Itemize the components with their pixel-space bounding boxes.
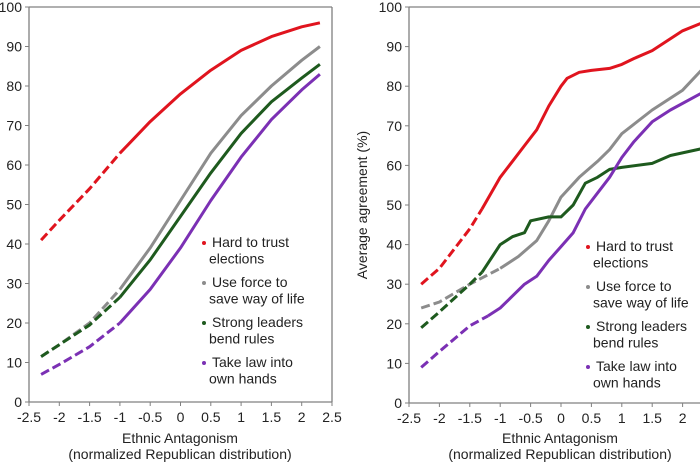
series-line-1-sparse [39, 152, 122, 242]
legend-label: Take law into [212, 354, 293, 370]
y-tick-label: 40 [6, 236, 22, 252]
series-line-4 [118, 73, 321, 325]
y-tick-label: 40 [386, 237, 402, 253]
legend-marker [202, 281, 206, 285]
x-axis-title: Ethnic Antagonism [502, 430, 618, 446]
legend-label: save way of life [593, 295, 689, 311]
x-tick-label: -2 [53, 409, 66, 425]
series-line-4 [487, 92, 700, 318]
y-tick-label: 90 [386, 39, 402, 55]
legend-marker [586, 285, 590, 289]
x-tick-label: -0.5 [138, 409, 162, 425]
y-tick-label: 50 [6, 197, 22, 213]
y-tick-label: 20 [386, 316, 402, 332]
y-tick-label: 30 [386, 276, 402, 292]
legend-label: Strong leaders [212, 314, 303, 330]
legend-marker [586, 365, 590, 369]
x-tick-label: 1.5 [642, 410, 662, 426]
y-tick-label: 10 [386, 355, 402, 371]
series-line-2 [499, 69, 700, 270]
x-tick-label: -2.5 [17, 409, 41, 425]
series-line-2-sparse [40, 288, 122, 358]
x-tick-label: 1 [618, 410, 626, 426]
y-tick-label: 30 [6, 276, 22, 292]
y-tick-label: 80 [386, 78, 402, 94]
legend-label: Strong leaders [596, 318, 687, 334]
y-tick-label: 70 [6, 118, 22, 134]
x-tick-label: 0.5 [582, 410, 602, 426]
series-line-1 [118, 21, 321, 155]
legend-label: elections [209, 251, 264, 267]
x-axis-title: (normalized Republican distribution) [448, 446, 671, 462]
x-tick-label: -1 [114, 409, 127, 425]
x-tick-label: 0 [177, 409, 185, 425]
x-tick-label: 2 [679, 410, 687, 426]
series-line-3 [118, 63, 321, 299]
legend-label: Take law into [596, 358, 677, 374]
legend-label: bend rules [209, 331, 274, 347]
series-line-3-sparse [40, 296, 121, 358]
legend-label: own hands [209, 371, 277, 387]
y-tick-label: 50 [386, 197, 402, 213]
series-line-4-sparse [420, 314, 489, 369]
legend-marker [586, 325, 590, 329]
y-tick-label: 0 [14, 394, 22, 410]
x-tick-label: -1.5 [458, 410, 482, 426]
x-tick-label: 0.5 [201, 409, 221, 425]
x-tick-label: -1 [494, 410, 507, 426]
y-tick-label: 10 [6, 355, 22, 371]
x-tick-label: -0.5 [519, 410, 543, 426]
x-tick-label: 0 [557, 410, 565, 426]
x-tick-label: -2.5 [397, 410, 421, 426]
legend-label: save way of life [209, 291, 305, 307]
x-tick-label: 1.5 [262, 409, 282, 425]
y-tick-label: 80 [6, 78, 22, 94]
y-tick-label: 90 [6, 39, 22, 55]
x-tick-label: -1.5 [78, 409, 102, 425]
y-tick-label: 60 [386, 157, 402, 173]
x-axis-title: Ethnic Antagonism [122, 430, 238, 446]
y-tick-label: 60 [6, 157, 22, 173]
legend-marker [202, 241, 206, 245]
y-tick-label: 100 [379, 0, 403, 15]
x-axis-title: (normalized Republican distribution) [68, 446, 291, 462]
legend-label: Hard to trust [596, 238, 673, 254]
x-tick-label: -2 [433, 410, 446, 426]
legend-label: Use force to [596, 278, 672, 294]
y-axis-title: Average agreement (%) [354, 131, 370, 279]
series-line-2-sparse [420, 267, 501, 310]
legend-marker [202, 361, 206, 365]
legend-label: bend rules [593, 335, 658, 351]
x-tick-label: 2 [298, 409, 306, 425]
y-tick-label: 100 [0, 0, 22, 15]
series-line-3-sparse [420, 271, 484, 329]
x-tick-label: 1 [237, 409, 245, 425]
y-tick-label: 20 [6, 315, 22, 331]
series-line-1 [480, 22, 700, 210]
legend-label: Hard to trust [212, 234, 289, 250]
legend-label: own hands [593, 375, 661, 391]
y-tick-label: 70 [386, 118, 402, 134]
legend-marker [586, 245, 590, 249]
y-tick-label: 0 [394, 395, 402, 411]
legend-marker [202, 321, 206, 325]
series-line-3 [480, 147, 700, 274]
x-tick-label: 2.5 [322, 409, 342, 425]
series-line-1-sparse [420, 208, 484, 286]
chart-panel-2: 0 10 20 30 40 50 60 70 80 90 100 -2.5 -2 -1.5 -1 -0.5 0 0… [354, 0, 700, 462]
legend-label: Use force to [212, 274, 288, 290]
legend-label: elections [593, 255, 648, 271]
series-line-2 [118, 45, 321, 291]
